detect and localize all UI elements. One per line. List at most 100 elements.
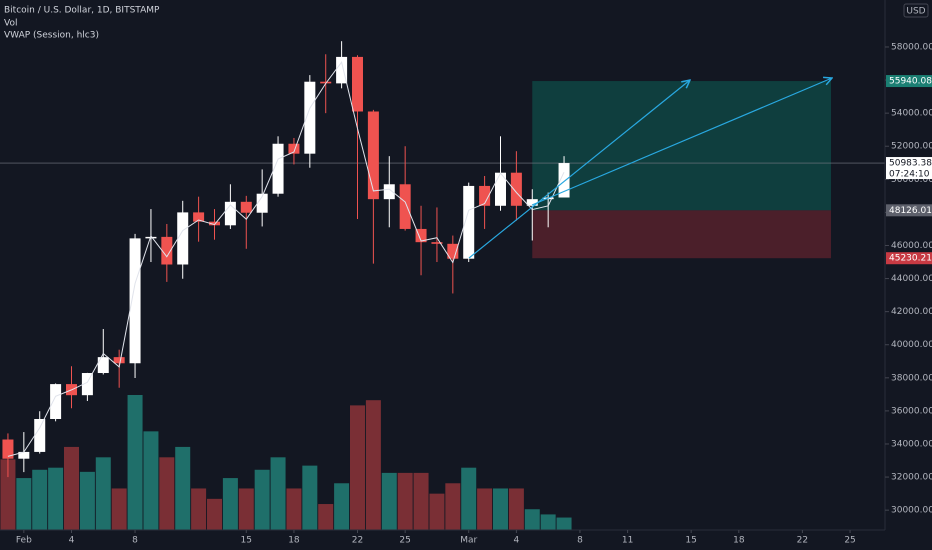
candle-body (208, 221, 220, 226)
volume-bar (381, 472, 397, 530)
axes: 58000.0056000.0054000.0052000.0050000.00… (16, 42, 932, 546)
candle-body (2, 439, 14, 459)
candle-body (494, 172, 506, 206)
vwap-line (7, 61, 565, 457)
x-tick-label: 8 (577, 536, 583, 546)
x-tick-label: 11 (622, 536, 633, 546)
x-tick-label: 18 (288, 536, 300, 546)
volume-bar (159, 457, 175, 530)
y-tick-label: 54000.00 (891, 109, 932, 119)
volume-bar (477, 488, 493, 530)
candle-body (351, 56, 363, 112)
y-tick-label: 50000.00 (891, 175, 932, 185)
indicator-label: VWAP (Session, hlc3) (4, 31, 99, 41)
currency-box (903, 3, 929, 18)
x-tick-label: 4 (514, 536, 520, 546)
currency-label: USD (906, 7, 925, 17)
candle-body (463, 185, 475, 259)
candle-body (113, 357, 125, 364)
candle-body (304, 81, 316, 154)
volume-bar (79, 471, 95, 530)
x-tick-label: 22 (797, 536, 808, 546)
volume-pane (0, 395, 572, 530)
volume-bar (349, 405, 365, 530)
y-tick-label: 52000.00 (891, 142, 932, 152)
candle-body (129, 238, 141, 364)
volume-bar (302, 465, 318, 530)
candle-body (224, 201, 236, 226)
x-tick-label: 8 (132, 536, 138, 546)
x-tick-label: Feb (16, 536, 32, 546)
candle-body (193, 212, 205, 222)
candle-body (415, 228, 427, 243)
volume-bar (397, 472, 413, 530)
volume-bar (254, 469, 270, 530)
candle-body (320, 81, 332, 84)
indicator-label: Vol (4, 19, 17, 29)
candles (2, 41, 570, 478)
chart-title: Bitcoin / U.S. Dollar, 1D, BITSTAMP (4, 6, 160, 16)
x-tick-label: 15 (241, 536, 252, 546)
trend-arrow (531, 78, 832, 206)
x-tick-label: 18 (733, 536, 745, 546)
candle-body (81, 373, 93, 396)
price-tag-label: 45230.21 (889, 254, 932, 264)
volume-bar (95, 457, 111, 530)
price-tag-label: 55940.08 (889, 77, 932, 87)
candle-body (97, 357, 109, 374)
countdown-label: 07:24:10 (889, 170, 930, 180)
volume-bar (556, 517, 572, 530)
volume-bar (413, 472, 429, 530)
price-tag (886, 75, 932, 88)
x-tick-label: 22 (352, 536, 363, 546)
volume-bar (492, 488, 508, 530)
y-tick-label: 58000.00 (891, 42, 932, 52)
candle-body (256, 193, 268, 213)
candle-body (558, 163, 570, 198)
y-tick-label: 40000.00 (891, 340, 932, 350)
x-tick-label: 15 (685, 536, 696, 546)
stop-zone (532, 210, 831, 259)
candle-body (50, 384, 62, 420)
candle-body (510, 172, 522, 206)
volume-bar (286, 488, 302, 530)
candle-body (399, 184, 411, 229)
position-tool (0, 81, 885, 259)
volume-bar (32, 469, 48, 530)
y-tick-label: 38000.00 (891, 373, 932, 383)
overlays (468, 78, 832, 259)
candle-body (18, 451, 30, 459)
y-tick-label: 36000.00 (891, 406, 932, 416)
price-tag-label: 50983.38 (889, 159, 932, 169)
candle-body (288, 143, 300, 154)
y-tick-label: 30000.00 (891, 506, 932, 516)
volume-bar (111, 488, 127, 530)
x-tick-label: 25 (844, 536, 855, 546)
y-tick-label: 34000.00 (891, 439, 932, 449)
volume-bar (238, 488, 254, 530)
candle-body (383, 184, 395, 200)
candle-body (177, 212, 189, 265)
volume-bar (127, 395, 143, 530)
candle-body (240, 201, 252, 213)
candle-body (336, 56, 348, 84)
candle-body (34, 419, 46, 452)
volume-bar (508, 488, 524, 530)
price-tag (886, 157, 932, 180)
volume-bar (334, 483, 350, 530)
volume-bar (206, 498, 222, 530)
volume-bar (0, 459, 16, 530)
y-tick-label: 44000.00 (891, 274, 932, 284)
volume-bar (222, 478, 238, 530)
candle-body (367, 111, 379, 200)
trend-arrow (468, 80, 690, 259)
candle-body (526, 199, 538, 206)
volume-bar (318, 504, 334, 530)
volume-bar (48, 467, 64, 530)
volume-bar (429, 493, 445, 530)
volume-bar (16, 478, 32, 530)
volume-bar (365, 400, 381, 530)
candle-body (161, 236, 173, 265)
